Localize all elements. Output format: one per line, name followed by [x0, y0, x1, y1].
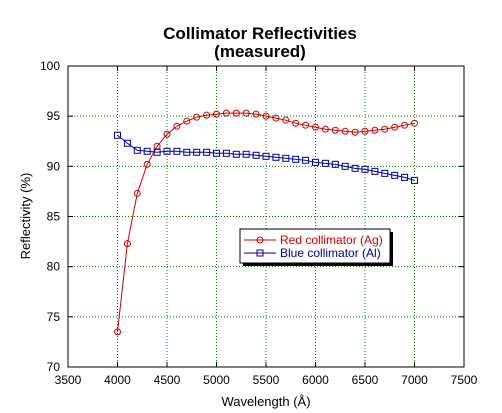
legend: Red collimator (Ag)Blue collimator (Al) — [239, 228, 393, 266]
blue-data-point — [242, 150, 250, 158]
red-data-point — [351, 128, 359, 136]
blue-data-point — [312, 158, 319, 166]
blue-data-point — [262, 152, 270, 160]
red-collimator-series — [114, 109, 418, 336]
legend-shadow-right — [390, 232, 393, 266]
blue-data-point — [114, 131, 121, 139]
y-tick-label: 90 — [47, 159, 61, 173]
red-data-point — [222, 109, 230, 117]
x-tick-label: 3500 — [55, 373, 82, 387]
red-data-point — [321, 125, 329, 133]
red-data-point — [242, 109, 250, 117]
blue-data-point — [193, 148, 201, 156]
red-data-point — [331, 126, 339, 134]
legend-box — [239, 228, 391, 264]
blue-data-point — [143, 147, 151, 155]
red-data-point — [183, 117, 191, 125]
chart-subtitle: (measured) — [214, 42, 306, 61]
blue-data-point — [232, 150, 240, 158]
red-data-point — [312, 123, 319, 131]
x-tick-label: 7000 — [401, 373, 428, 387]
blue-data-point — [203, 148, 211, 156]
blue-data-point — [222, 149, 230, 157]
x-tick-label: 6000 — [302, 373, 329, 387]
red-data-point — [193, 113, 201, 121]
red-data-point — [411, 119, 418, 127]
data-series — [114, 109, 418, 336]
chart-title: Collimator Reflectivities — [163, 24, 357, 43]
red-data-point — [163, 130, 171, 138]
x-tick-label: 4500 — [154, 373, 181, 387]
red-data-point — [361, 127, 369, 135]
blue-data-point — [361, 165, 369, 173]
axis-ticks: 3500 4000 4500 5000 5500 6000 6500 7000 7500 70 75… — [40, 59, 478, 387]
blue-data-point — [282, 154, 290, 162]
blue-data-point — [292, 155, 300, 163]
blue-data-point — [341, 162, 349, 170]
red-data-point — [123, 240, 131, 248]
blue-series-line — [117, 134, 415, 181]
grid-lines — [68, 66, 464, 367]
blue-data-point — [321, 159, 329, 167]
blue-data-point — [272, 153, 280, 161]
blue-data-point — [123, 139, 131, 147]
blue-data-point — [411, 176, 418, 184]
legend-red-marker — [256, 236, 264, 244]
blue-data-point — [351, 164, 359, 172]
x-axis-label: Wavelength (Å) — [221, 394, 310, 409]
blue-data-point — [302, 156, 310, 164]
red-data-point — [371, 126, 379, 134]
red-data-point — [203, 111, 211, 119]
red-data-point — [262, 112, 270, 120]
red-data-point — [381, 125, 389, 133]
y-tick-label: 70 — [47, 360, 61, 374]
blue-data-point — [153, 148, 161, 156]
red-series-line — [117, 112, 415, 332]
blue-data-point — [401, 173, 409, 181]
x-tick-label: 4000 — [104, 373, 131, 387]
red-data-point — [292, 119, 300, 127]
legend-blue-marker — [256, 249, 264, 257]
x-tick-label: 5000 — [203, 373, 230, 387]
y-tick-label: 95 — [47, 109, 61, 123]
blue-data-point — [371, 167, 379, 175]
y-tick-label: 100 — [40, 59, 60, 73]
legend-shadow-bottom — [243, 263, 393, 266]
blue-data-point — [213, 149, 220, 157]
red-data-point — [252, 110, 260, 118]
blue-data-point — [381, 169, 389, 177]
red-data-point — [213, 110, 220, 118]
red-data-point — [302, 121, 310, 129]
blue-data-point — [133, 146, 141, 154]
y-tick-label: 85 — [47, 210, 61, 224]
red-data-point — [341, 127, 349, 135]
blue-data-point — [391, 171, 399, 179]
red-data-point — [391, 123, 399, 131]
blue-data-point — [163, 147, 171, 155]
x-tick-label: 5500 — [253, 373, 280, 387]
blue-data-point — [252, 151, 260, 159]
red-data-point — [173, 122, 181, 130]
red-data-point — [272, 114, 280, 122]
blue-data-point — [331, 160, 339, 168]
y-tick-label: 80 — [47, 260, 61, 274]
red-data-point — [282, 116, 290, 124]
blue-data-point — [173, 147, 181, 155]
y-axis-label: Reflectivity (%) — [18, 173, 33, 260]
blue-data-point — [183, 148, 191, 156]
legend-blue-label: Blue collimator (Al) — [280, 246, 381, 260]
x-tick-label: 6500 — [352, 373, 379, 387]
y-tick-label: 75 — [47, 310, 61, 324]
red-data-point — [401, 121, 409, 129]
red-data-point — [232, 109, 240, 117]
legend-red-label: Red collimator (Ag) — [280, 233, 383, 247]
x-tick-label: 7500 — [451, 373, 478, 387]
blue-collimator-series — [114, 131, 418, 184]
red-data-point — [133, 189, 141, 197]
red-data-point — [143, 160, 151, 168]
red-data-point — [114, 328, 121, 336]
